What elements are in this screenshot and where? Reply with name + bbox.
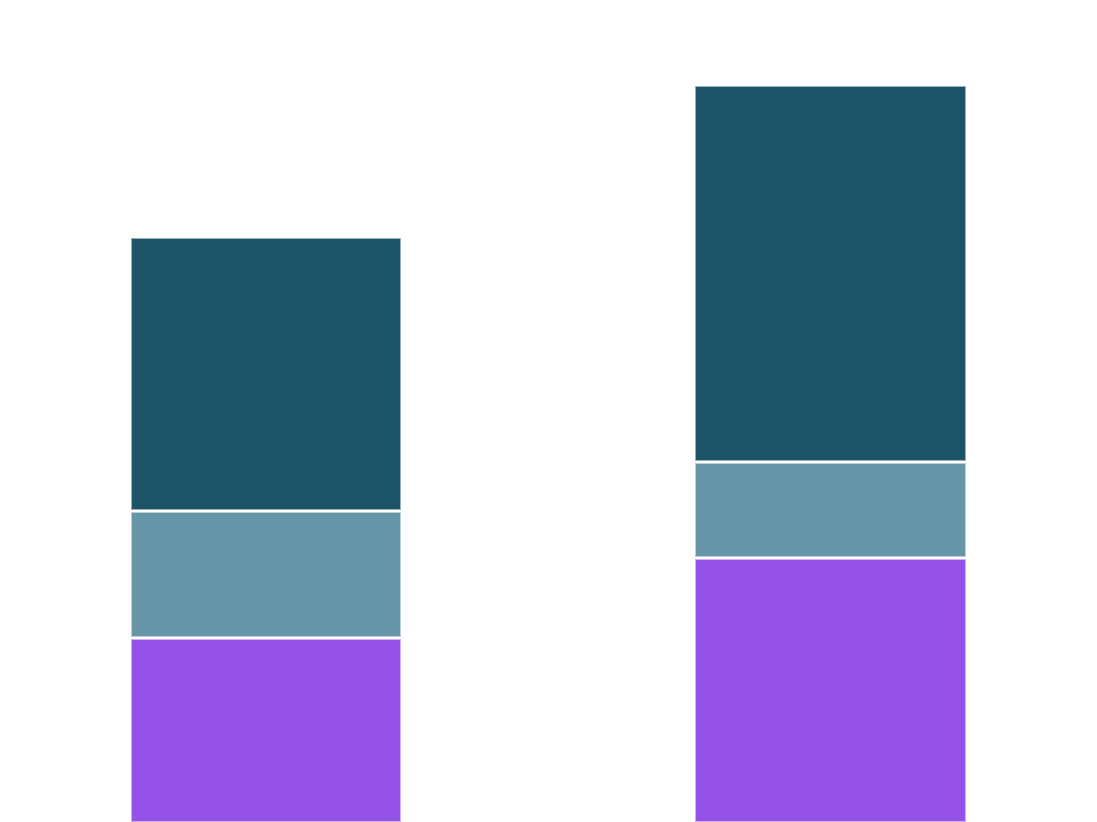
bar-2-segment-purple-bottom[interactable] [695, 559, 966, 822]
stacked-bar-bar-2[interactable] [695, 86, 966, 822]
bar-1-segment-purple-bottom[interactable] [131, 639, 401, 822]
bar-2-segment-steel-blue-middle[interactable] [695, 463, 966, 557]
stacked-bar-bar-1[interactable] [131, 238, 401, 822]
bar-1-segment-dark-teal-top[interactable] [131, 238, 401, 510]
bar-2-segment-dark-teal-top[interactable] [695, 86, 966, 461]
bar-1-segment-steel-blue-middle[interactable] [131, 512, 401, 637]
